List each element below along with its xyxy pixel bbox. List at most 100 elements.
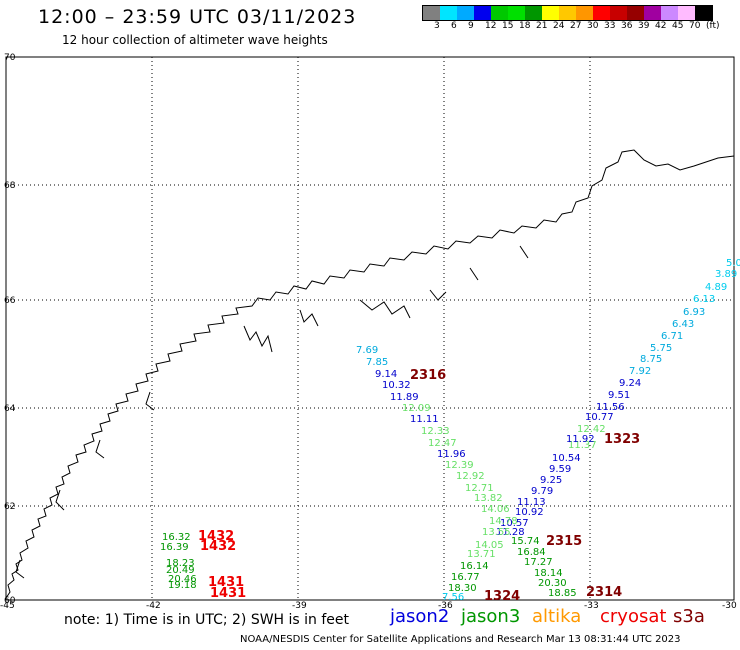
color-swatch [559, 6, 576, 20]
map-subtitle: 12 hour collection of altimeter wave hei… [62, 33, 328, 47]
color-swatch [627, 6, 644, 20]
color-swatch [576, 6, 593, 20]
wave-height-value: 12.42 [577, 424, 606, 435]
wave-height-value: 6.13 [693, 294, 715, 305]
wave-height-value: 11.56 [596, 402, 625, 413]
longitude-tick-label: -36 [438, 601, 453, 611]
color-swatch [644, 6, 661, 20]
units-note: note: 1) Time is in UTC; 2) SWH is in fe… [64, 612, 350, 628]
wave-height-value: 16.32 [162, 532, 191, 543]
latitude-tick-label: 66 [4, 296, 16, 306]
longitude-tick-label: -30 [722, 601, 737, 611]
longitude-tick-label: -45 [0, 601, 15, 611]
longitude-tick-label: -39 [292, 601, 307, 611]
wave-height-value: 18.14 [534, 568, 563, 579]
wave-height-value: 11.13 [517, 497, 546, 508]
color-scale-label: 12 [485, 21, 497, 31]
map-frame [5, 56, 735, 601]
color-scale-label: 39 [638, 21, 650, 31]
wave-height-value: 19.18 [168, 580, 197, 591]
color-swatch [593, 6, 610, 20]
color-swatch [423, 6, 440, 20]
wave-height-value: 11.92 [566, 434, 595, 445]
wave-height-value: 6.43 [672, 319, 694, 330]
color-scale-label: 27 [570, 21, 582, 31]
wave-height-value: 11.96 [437, 449, 466, 460]
wave-height-value: 9.59 [549, 464, 571, 475]
wave-height-value: 12.39 [445, 460, 474, 471]
legend-jason2: jason2 [390, 606, 450, 627]
wave-height-value: 12.09 [402, 403, 431, 414]
color-swatch [525, 6, 542, 20]
wave-height-value: 14.06 [481, 504, 510, 515]
wave-height-value: 7.56 [442, 592, 464, 603]
color-swatch [508, 6, 525, 20]
color-scale-label: 70 [689, 21, 701, 31]
pass-time-label: 1431 [210, 586, 246, 601]
wave-height-value: 10.57 [500, 518, 529, 529]
wave-height-value: 8.75 [640, 354, 662, 365]
wave-height-value: 9.79 [531, 486, 553, 497]
credit-line: NOAA/NESDIS Center for Satellite Applica… [240, 634, 681, 645]
legend-s3a: s3a [673, 606, 705, 627]
wave-height-value: 10.92 [515, 507, 544, 518]
graticule [6, 57, 734, 600]
pass-time-label: 2316 [410, 368, 446, 383]
pass-time-label: 2314 [586, 585, 622, 600]
color-swatch [695, 6, 712, 20]
color-swatch [457, 6, 474, 20]
longitude-tick-label: -33 [584, 601, 599, 611]
wave-height-value: 16.77 [451, 572, 480, 583]
wave-height-value: 11.11 [410, 414, 439, 425]
color-scale-label: (ft) [706, 21, 720, 31]
observation-labels: 5.03.894.896.136.936.436.715.758.757.929… [160, 258, 740, 604]
color-scale-label: 33 [604, 21, 616, 31]
latitude-tick-label: 70 [4, 53, 16, 63]
wave-height-value: 5.75 [650, 343, 672, 354]
color-swatch [542, 6, 559, 20]
wave-height-value: 4.89 [705, 282, 727, 293]
wave-height-value: 16.84 [517, 547, 546, 558]
wave-height-value: 6.93 [683, 307, 705, 318]
color-scale-label: 6 [451, 21, 457, 31]
wave-height-value: 11.37 [568, 440, 597, 451]
color-swatch [474, 6, 491, 20]
wave-height-value: 12.33 [421, 426, 450, 437]
wave-height-value: 6.71 [661, 331, 683, 342]
color-swatch [610, 6, 627, 20]
wave-height-value: 7.69 [356, 345, 378, 356]
wave-height-value: 13.55 [482, 527, 511, 538]
color-scale-label: 18 [519, 21, 531, 31]
wave-height-value: 11.28 [496, 527, 525, 538]
latitude-tick-label: 64 [4, 404, 16, 414]
wave-height-value: 12.71 [465, 483, 494, 494]
wave-height-value: 16.39 [160, 542, 189, 553]
color-scale-label: 24 [553, 21, 565, 31]
color-swatch [440, 6, 457, 20]
wave-height-value: 20.46 [168, 574, 197, 585]
wave-height-value: 9.51 [608, 390, 630, 401]
pass-time-label: 1324 [484, 589, 520, 604]
latitude-tick-label: 68 [4, 181, 16, 191]
pass-time-label: 1432 [198, 529, 234, 544]
legend-cryosat: cryosat [600, 606, 667, 627]
longitude-tick-label: -42 [146, 601, 161, 611]
wave-height-value: 10.32 [382, 380, 411, 391]
wave-height-value: 7.85 [366, 357, 388, 368]
map-title: 12:00 – 23:59 UTC 03/11/2023 [38, 6, 357, 28]
wave-height-value: 16.14 [460, 561, 489, 572]
wave-height-value: 14.05 [475, 540, 504, 551]
wave-height-value: 18.23 [166, 558, 195, 569]
pass-time-label: 1432 [200, 539, 236, 554]
wave-height-value: 9.14 [375, 369, 397, 380]
color-swatch [678, 6, 695, 20]
legend-altika: altika [532, 606, 582, 627]
wave-height-value: 5.0 [726, 258, 740, 269]
latitude-tick-label: 62 [4, 502, 16, 512]
wave-height-value: 14.78 [489, 516, 518, 527]
wave-height-value: 13.82 [474, 493, 503, 504]
color-scale-label: 45 [672, 21, 684, 31]
wave-height-value: 12.92 [456, 471, 485, 482]
wave-height-value: 20.30 [538, 578, 567, 589]
